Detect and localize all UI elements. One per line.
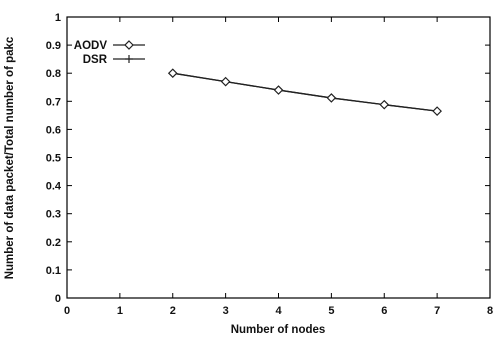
aodv-point	[432, 106, 442, 116]
y-tick-label: 0.6	[46, 124, 61, 136]
aodv-point	[273, 85, 284, 95]
x-tick-label: 4	[275, 305, 282, 317]
legend-label-dsr: DSR	[83, 54, 108, 66]
y-tick-label: 0.9	[46, 40, 61, 52]
aodv-point	[326, 93, 337, 103]
x-tick-label: 1	[117, 305, 123, 317]
legend: AODV DSR	[74, 40, 145, 66]
dsr-point-legend	[125, 55, 133, 63]
aodv-point-legend	[124, 40, 134, 50]
y-tick-label: 0.3	[46, 209, 61, 221]
y-tick-label: 1	[55, 12, 61, 24]
y-tick-label: 0.2	[46, 237, 61, 249]
y-tick-label: 0.1	[46, 265, 61, 277]
x-tick-label: 5	[328, 305, 334, 317]
aodv-point	[220, 76, 231, 87]
x-tick-label: 7	[434, 305, 440, 317]
x-tick-label: 3	[223, 305, 229, 317]
x-tick-label: 2	[170, 305, 176, 317]
y-tick-label: 0	[55, 293, 61, 305]
aodv-series-line	[172, 72, 438, 112]
x-axis-title: Number of nodes	[231, 324, 326, 336]
x-tick-label: 8	[487, 305, 493, 317]
y-tick-label: 0.8	[46, 68, 61, 80]
aodv-point	[167, 68, 178, 79]
y-tick-label: 0.7	[46, 96, 61, 108]
x-tick-label: 6	[381, 305, 387, 317]
x-axis-ticks: 0 1 2 3 4 5 6 7 8	[64, 17, 493, 317]
y-axis-ticks: 0 0.1 0.2 0.3 0.4 0.5 0.6 0.7 0.8 0.9 1	[46, 12, 490, 305]
aodv-point	[379, 99, 390, 110]
series-layer	[167, 68, 442, 116]
y-tick-label: 0.5	[46, 153, 61, 165]
y-axis-title: Number of data packet/Total number of pa…	[4, 36, 16, 279]
x-tick-label: 0	[64, 305, 70, 317]
legend-label-aodv: AODV	[74, 40, 108, 52]
y-tick-label: 0.4	[46, 181, 62, 193]
